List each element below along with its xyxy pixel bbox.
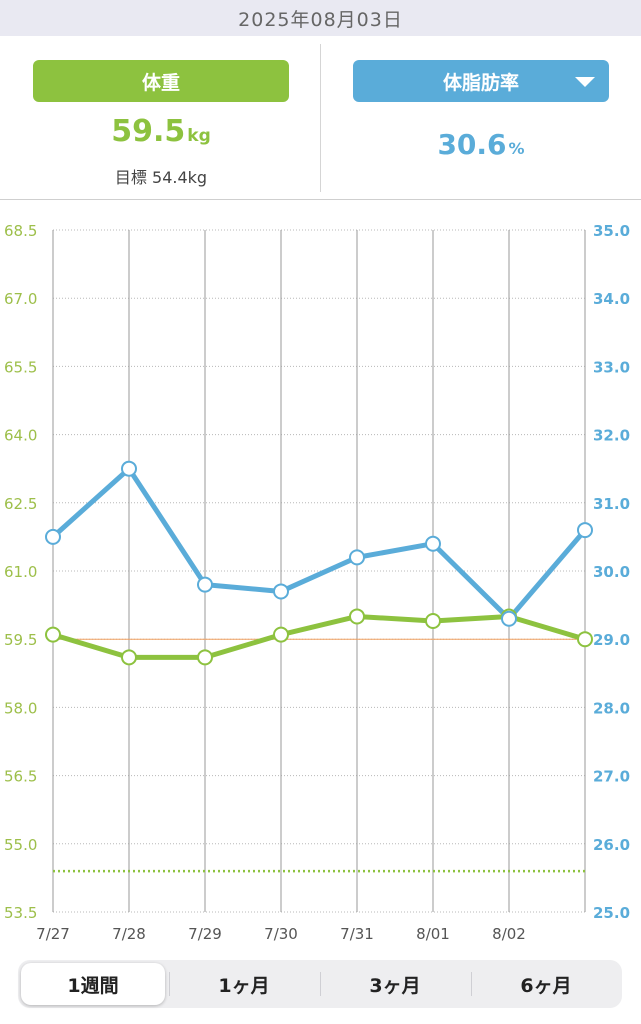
triangle-down-icon (575, 77, 595, 87)
segment-6-months[interactable]: 6ヶ月 (520, 974, 572, 997)
segment-divider (471, 972, 472, 996)
y-right-tick-label: 34.0 (593, 290, 630, 308)
y-right-tick-label: 31.0 (593, 495, 630, 513)
x-tick-label: 7/29 (188, 925, 222, 943)
y-right-tick-label: 29.0 (593, 631, 630, 649)
summary-panel: 体重 59.5 kg 目標 54.4kg 体脂肪率 30.6% (0, 36, 641, 199)
date-label: 2025年08月03日 (238, 8, 403, 31)
body-fat-point (349, 549, 365, 566)
weight-unit: kg (187, 126, 211, 146)
body-fat-point (121, 460, 137, 477)
segment-divider (320, 972, 321, 996)
weight-point (273, 626, 289, 643)
body-fat-point (501, 610, 517, 627)
period-segmented-control: 1週間 1ヶ月 3ヶ月 6ヶ月 (18, 960, 622, 1008)
weight-bodyfat-chart: 53.5 55.0 56.5 58.0 59.5 61.0 62.5 64.0 65.5 67.0… (4, 222, 630, 943)
weight-value: 59.5 kg (33, 114, 289, 149)
weight-point (577, 631, 593, 648)
weight-point (197, 649, 213, 666)
body-fat-series-line (50, 466, 588, 622)
y-left-tick-label: 68.5 (4, 222, 37, 240)
y-right-tick-label: 28.0 (593, 699, 630, 717)
body-fat-point (197, 576, 213, 593)
x-tick-label: 8/02 (492, 925, 526, 943)
body-fat-value: 30.6% (353, 128, 609, 161)
y-left-tick-label: 62.5 (4, 495, 37, 513)
date-header: 2025年08月03日 (0, 0, 641, 36)
summary-divider (320, 44, 321, 192)
x-tick-label: 7/27 (36, 925, 70, 943)
body-fat-dropdown[interactable]: 体脂肪率 (353, 60, 609, 102)
y-right-tick-label: 30.0 (593, 563, 630, 581)
body-fat-label: 体脂肪率 (442, 71, 519, 94)
weight-number: 59.5 (111, 114, 186, 149)
weight-series-line (50, 613, 588, 660)
y-right-tick-label: 26.0 (593, 836, 630, 854)
segment-divider (169, 972, 170, 996)
y-left-tick-label: 53.5 (4, 904, 37, 922)
y-right-tick-label: 33.0 (593, 358, 630, 376)
weight-button-label: 体重 (141, 71, 180, 94)
y-left-tick-label: 56.5 (4, 768, 37, 786)
weight-point (121, 649, 137, 666)
weight-point (349, 608, 365, 625)
body-fat-number: 30.6 (437, 128, 507, 161)
weight-point (45, 626, 61, 643)
y-left-tick-label: 58.0 (4, 699, 37, 717)
y-left-tick-label: 64.0 (4, 427, 37, 445)
x-tick-label: 8/01 (416, 925, 450, 943)
weight-button[interactable]: 体重 (33, 60, 289, 102)
y-right-tick-label: 25.0 (593, 904, 630, 922)
y-left-tick-label: 55.0 (4, 836, 37, 854)
y-right-tick-label: 35.0 (593, 222, 630, 240)
y-left-tick-label: 59.5 (4, 631, 37, 649)
y-left-tick-label: 61.0 (4, 563, 37, 581)
body-fat-unit: % (508, 139, 525, 158)
y-left-tick-label: 67.0 (4, 290, 37, 308)
x-tick-label: 7/28 (112, 925, 146, 943)
body-fat-point (45, 528, 61, 545)
y-right-tick-label: 27.0 (593, 768, 630, 786)
summary-separator (0, 199, 641, 200)
segment-3-months[interactable]: 3ヶ月 (369, 974, 421, 997)
x-tick-label: 7/31 (340, 925, 374, 943)
segment-1-week[interactable]: 1週間 (21, 963, 165, 1005)
y-left-tick-label: 65.5 (4, 358, 37, 376)
weight-goal: 目標 54.4kg (114, 168, 208, 187)
body-fat-point (425, 535, 441, 552)
y-right-tick-label: 32.0 (593, 427, 630, 445)
weight-point (425, 613, 441, 630)
body-fat-point (273, 583, 289, 600)
segment-1-month[interactable]: 1ヶ月 (218, 974, 270, 997)
body-fat-point (577, 522, 593, 539)
x-tick-label: 7/30 (264, 925, 298, 943)
